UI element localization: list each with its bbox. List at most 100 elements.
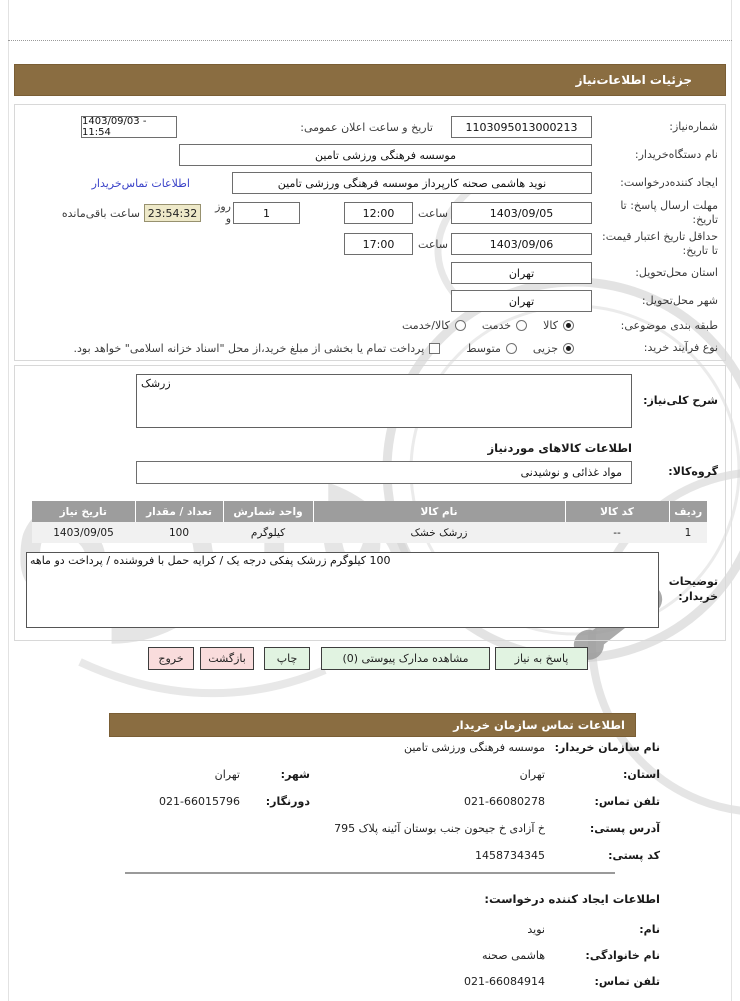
need-description-row: شرح کلی‌نیاز: زرشک bbox=[22, 374, 718, 428]
category-option-goods-service-label: کالا/خدمت bbox=[402, 319, 450, 332]
address-label: آدرس پستی: bbox=[589, 822, 660, 835]
table-row: 1 -- زرشک خشک کیلوگرم 100 1403/09/05 bbox=[32, 522, 707, 543]
process-option-minor-label: جزیی bbox=[532, 341, 558, 355]
treasury-bonds-checkbox-label: پرداخت تمام یا بخشی از مبلغ خرید،از محل … bbox=[73, 341, 425, 355]
buyer-notes-textarea[interactable]: 100 کیلوگرم زرشک پفکی درجه یک / کرایه حم… bbox=[26, 552, 659, 628]
price-validity-hour-field[interactable]: 17:00 bbox=[344, 233, 413, 255]
delivery-city-row: شهر محل‌تحویل: تهران bbox=[22, 287, 718, 315]
buyer-org-row: نام دستگاه‌خریدار: موسسه فرهنگی ورزشی تا… bbox=[22, 141, 718, 169]
fax-value: 021-66015796 bbox=[159, 795, 240, 808]
cell-item-code: -- bbox=[565, 522, 669, 543]
buyer-org-field[interactable]: موسسه فرهنگی ورزشی تامین bbox=[179, 144, 592, 166]
top-dotted-divider bbox=[8, 40, 732, 41]
buyer-contact-link[interactable]: اطلاعات تماس‌خریدار bbox=[91, 176, 190, 190]
respond-button[interactable]: پاسخ به نیاز bbox=[495, 647, 588, 670]
address-row: آدرس پستی: خ آزادی خ جیحون جنب بوستان آئ… bbox=[80, 815, 660, 842]
org-name-value: موسسه فرهنگی ورزشی تامین bbox=[403, 741, 545, 754]
category-radio-goods-service[interactable] bbox=[454, 320, 466, 331]
category-option-service-label: خدمت bbox=[481, 319, 512, 332]
section-header-need-details: جزئیات اطلاعات‌نیاز bbox=[14, 64, 726, 96]
category-option-goods-label: کالا bbox=[543, 319, 558, 332]
phone-fax-row: تلفن تماس: 021-66080278 دورنگار: 021-660… bbox=[80, 788, 660, 815]
city-label: شهر: bbox=[280, 768, 310, 781]
fax-label: دورنگار: bbox=[265, 795, 310, 808]
need-description-label: شرح کلی‌نیاز: bbox=[643, 393, 718, 407]
goods-group-field[interactable]: مواد غذائی و نوشیدنی bbox=[136, 461, 632, 484]
buyer-notes-text: 100 کیلوگرم زرشک پفکی درجه یک / کرایه حم… bbox=[30, 554, 391, 567]
deadline-date-field[interactable]: 1403/09/05 bbox=[451, 202, 592, 224]
buyer-contact-block: نام سازمان خریدار: موسسه فرهنگی ورزشی تا… bbox=[80, 734, 660, 869]
section-header-buyer-contact: اطلاعات تماس سازمان خریدار bbox=[109, 713, 636, 737]
print-button[interactable]: چاپ bbox=[264, 647, 310, 670]
need-description-textarea[interactable]: زرشک bbox=[136, 374, 632, 428]
requester-phone-label: تلفن تماس: bbox=[594, 974, 660, 988]
col-quantity: تعداد / مقدار bbox=[134, 501, 223, 522]
first-name-label: نام: bbox=[639, 922, 660, 936]
process-type-label: نوع فرآیند خرید: bbox=[643, 341, 718, 355]
price-validity-row: حداقل تاریخ اعتبار قیمت: تا تاریخ: 1403/… bbox=[22, 229, 718, 259]
col-row-number: ردیف bbox=[668, 501, 707, 522]
remaining-time-badge: 23:54:32 bbox=[144, 204, 201, 222]
delivery-city-label: شهر محل‌تحویل: bbox=[641, 294, 718, 308]
col-item-name: نام کالا bbox=[312, 501, 565, 522]
category-radio-service[interactable] bbox=[516, 320, 528, 331]
buyer-notes-row: توضیحات خریدار: 100 کیلوگرم زرشک پفکی در… bbox=[22, 552, 718, 628]
delivery-city-field[interactable]: تهران bbox=[451, 290, 592, 312]
postal-code-label: کد پستی: bbox=[608, 849, 660, 862]
need-number-row: شماره‌نیاز: 1103095013000213 تاریخ و ساع… bbox=[22, 113, 718, 141]
postal-code-row: کد پستی: 1458734345 bbox=[80, 842, 660, 869]
deadline-label: مهلت ارسال پاسخ: تا تاریخ: bbox=[620, 199, 718, 226]
remaining-time-label: ساعت باقی‌مانده bbox=[61, 206, 140, 220]
last-name-row: نام خانوادگی: هاشمی صحنه bbox=[80, 942, 660, 968]
back-button[interactable]: بازگشت bbox=[200, 647, 254, 670]
view-attachments-button[interactable]: مشاهده مدارک پیوستی (0) bbox=[321, 647, 490, 670]
cell-row-number: 1 bbox=[669, 522, 707, 543]
cell-quantity: 100 bbox=[135, 522, 223, 543]
deadline-row: مهلت ارسال پاسخ: تا تاریخ: 1403/09/05 سا… bbox=[22, 197, 718, 229]
delivery-province-label: استان محل‌تحویل: bbox=[635, 266, 718, 280]
province-value: تهران bbox=[519, 768, 545, 781]
delivery-province-row: استان محل‌تحویل: تهران bbox=[22, 259, 718, 287]
exit-button[interactable]: خروج bbox=[148, 647, 194, 670]
col-need-date: تاریخ نیاز bbox=[32, 501, 135, 522]
page-title: جزئیات اطلاعات‌نیاز bbox=[575, 73, 692, 87]
org-name-row: نام سازمان خریدار: موسسه فرهنگی ورزشی تا… bbox=[80, 734, 660, 761]
need-info-panel: شماره‌نیاز: 1103095013000213 تاریخ و ساع… bbox=[14, 104, 726, 361]
buyer-org-label: نام دستگاه‌خریدار: bbox=[634, 148, 718, 162]
delivery-province-field[interactable]: تهران bbox=[451, 262, 592, 284]
category-label: طبقه بندی موضوعی: bbox=[620, 318, 718, 332]
category-radio-goods[interactable] bbox=[563, 320, 574, 331]
creator-field[interactable]: نوید هاشمی صحنه کارپرداز موسسه فرهنگی ور… bbox=[232, 172, 592, 194]
province-label: استان: bbox=[623, 768, 660, 781]
process-radio-medium[interactable] bbox=[505, 342, 517, 354]
postal-code-value: 1458734345 bbox=[475, 849, 545, 862]
goods-group-label: گروه‌کالا: bbox=[668, 465, 718, 479]
deadline-hour-label: ساعت bbox=[418, 206, 448, 220]
last-name-label: نام خانوادگی: bbox=[585, 948, 660, 962]
action-buttons: پاسخ به نیاز مشاهده مدارک پیوستی (0) چاپ… bbox=[148, 647, 588, 670]
announce-datetime-field[interactable]: 1403/09/03 - 11:54 bbox=[81, 116, 177, 138]
process-radio-minor[interactable] bbox=[563, 342, 574, 354]
last-name-value: هاشمی صحنه bbox=[481, 948, 545, 962]
announce-datetime-label: تاریخ و ساعت اعلان عمومی: bbox=[300, 120, 433, 134]
price-validity-date-field[interactable]: 1403/09/06 bbox=[451, 233, 592, 255]
need-number-field[interactable]: 1103095013000213 bbox=[451, 116, 592, 138]
category-row: طبقه بندی موضوعی: کالا خدمت کالا/خدمت bbox=[22, 315, 718, 336]
section-divider bbox=[125, 872, 615, 874]
col-unit: واحد شمارش bbox=[222, 501, 313, 522]
buyer-notes-label: توضیحات خریدار: bbox=[668, 575, 718, 603]
treasury-bonds-checkbox[interactable] bbox=[429, 342, 441, 354]
deadline-hour-field[interactable]: 12:00 bbox=[344, 202, 413, 224]
city-value: تهران bbox=[214, 768, 240, 781]
first-name-row: نام: نوید bbox=[80, 916, 660, 942]
creator-row: ایجاد کننده‌درخواست: نوید هاشمی صحنه کار… bbox=[22, 169, 718, 197]
requester-phone-row: تلفن تماس: 021-66084914 bbox=[80, 968, 660, 994]
need-description-text: زرشک bbox=[141, 377, 171, 390]
items-info-heading: اطلاعات کالاهای موردنیاز bbox=[487, 441, 632, 455]
buyer-contact-heading: اطلاعات تماس سازمان خریدار bbox=[453, 718, 625, 732]
page-frame bbox=[8, 0, 732, 1001]
first-name-value: نوید bbox=[527, 922, 545, 936]
deadline-days-field[interactable]: 1 bbox=[233, 202, 300, 224]
org-name-label: نام سازمان خریدار: bbox=[554, 741, 660, 754]
